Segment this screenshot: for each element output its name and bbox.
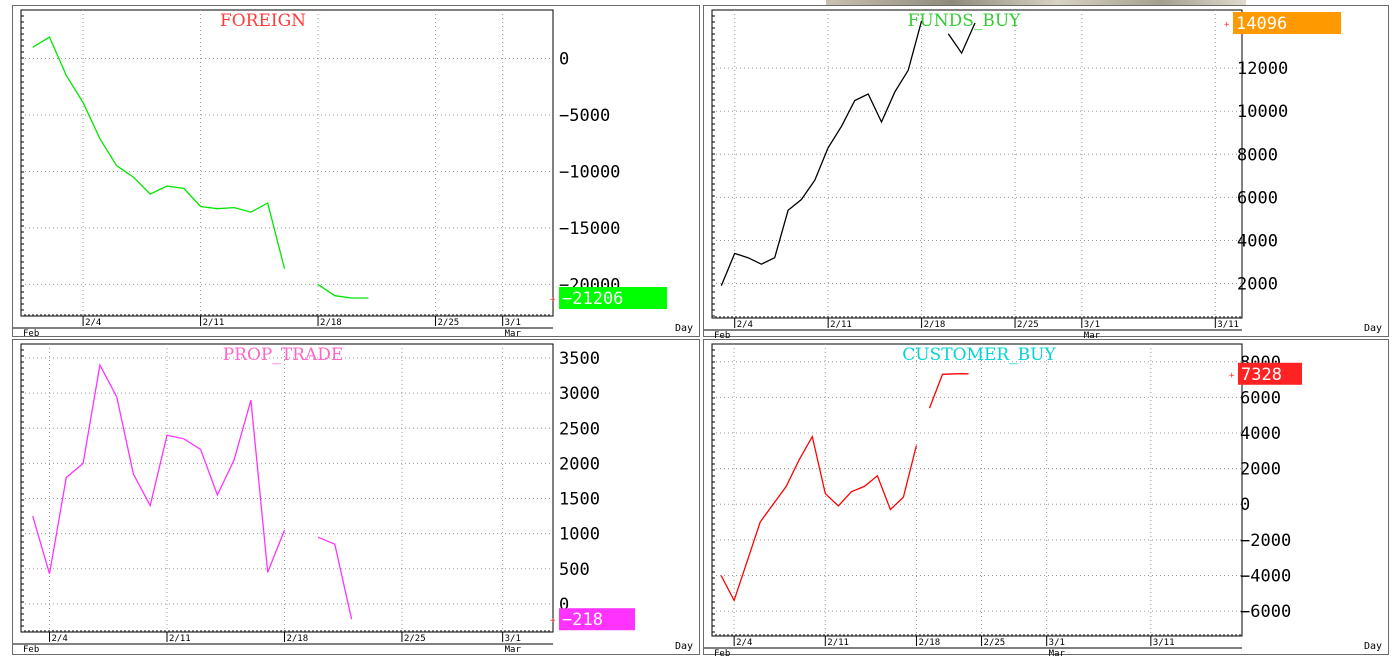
y-tick-label: 0 <box>559 50 569 70</box>
month-label: Feb <box>23 645 39 655</box>
x-tick-label: 3/1 <box>505 634 521 644</box>
y-tick-label: 2000 <box>1240 460 1281 480</box>
month-label: Feb <box>23 329 39 338</box>
y-tick-label: 8000 <box>1237 145 1278 165</box>
plot-frame <box>711 9 1243 319</box>
x-tick-label: 2/11 <box>830 320 852 330</box>
foreign-chart-panel: 2/4 2/11 2/18 2/25 3/1 Feb Mar 0 −5000 −10000 −150… <box>12 5 700 338</box>
last-value-marker: + <box>1224 20 1230 30</box>
last-value-text: −218 <box>562 610 603 630</box>
x-tick-label: 2/25 <box>1017 320 1039 330</box>
x-tick-label: 2/4 <box>737 320 753 330</box>
y-tick-label: 0 <box>559 595 569 615</box>
y-tick-label: −10000 <box>559 162 620 182</box>
y-tick-label: −15000 <box>559 219 620 239</box>
plot-frame <box>20 9 554 317</box>
last-value-badge <box>1238 362 1302 385</box>
prop-trade-chart: 2/4 2/11 2/18 2/25 3/1 Feb Mar 3500 3000 2500 2000… <box>13 343 693 655</box>
series-line <box>720 20 923 286</box>
prop-trade-chart-panel: 2/4 2/11 2/18 2/25 3/1 Feb Mar 3500 3000 2500 2000… <box>12 339 700 655</box>
x-tick-label: 2/25 <box>438 318 460 328</box>
series-line <box>33 37 318 284</box>
month-label: Feb <box>714 331 730 338</box>
y-tick-label: 4000 <box>1240 424 1281 444</box>
chart-title: FUNDS_BUY <box>908 11 1022 31</box>
last-value-text: −21206 <box>562 289 623 309</box>
chart-title: FOREIGN <box>220 11 306 31</box>
customer-buy-chart-panel: 2/42/112/182/253/13/11FebMar800060004000… <box>703 339 1389 656</box>
y-tick-label: 10000 <box>1237 102 1288 122</box>
x-tick-label: 2/18 <box>924 320 946 330</box>
series-line <box>947 22 976 55</box>
last-value-text: 14096 <box>1236 14 1287 34</box>
series-line <box>317 283 369 299</box>
y-tick-label: 1000 <box>559 525 600 545</box>
series-line <box>317 536 353 620</box>
x-tick-label: 3/11 <box>1153 638 1175 648</box>
x-tick-label: 2/4 <box>85 318 101 328</box>
last-value-badge <box>1233 12 1341 35</box>
foreign-chart: 2/4 2/11 2/18 2/25 3/1 Feb Mar 0 −5000 −10000 −150… <box>13 9 693 338</box>
x-tick-label: 2/4 <box>736 638 752 648</box>
plot-frame <box>20 343 554 633</box>
x-tick-label: 2/11 <box>827 638 849 648</box>
x-tick-label: 3/11 <box>1217 320 1239 330</box>
y-tick-label: 2500 <box>559 419 600 439</box>
month-label: Feb <box>714 649 730 656</box>
last-value-marker: + <box>550 295 556 305</box>
y-tick-label: 3000 <box>559 384 600 404</box>
y-tick-label: 6000 <box>1237 188 1278 208</box>
last-value-badge <box>559 608 635 631</box>
x-tick-label: 3/1 <box>505 318 521 328</box>
y-tick-label: 0 <box>1240 495 1250 515</box>
x-tick-label: 2/18 <box>918 638 940 648</box>
x-unit-label: Day <box>1364 641 1382 652</box>
plot-frame <box>711 343 1243 637</box>
series-line <box>720 434 918 603</box>
series-line <box>33 365 318 574</box>
y-tick-label: −4000 <box>1240 566 1291 586</box>
y-tick-label: 500 <box>559 560 590 580</box>
x-tick-label: 2/11 <box>169 634 191 644</box>
x-unit-label: Day <box>675 641 693 652</box>
funds-buy-chart: 2/4 2/11 2/18 2/25 3/1 3/11 Feb Mar 2000 4000 6000… <box>704 9 1382 338</box>
x-tick-label: 2/18 <box>320 318 342 328</box>
y-tick-label: 2000 <box>559 454 600 474</box>
month-label: Mar <box>1084 331 1101 338</box>
customer-buy-chart: 2/42/112/182/253/13/11FebMar800060004000… <box>704 343 1382 656</box>
last-value-badge <box>559 287 667 310</box>
y-tick-label: −6000 <box>1240 602 1291 622</box>
y-tick-label: 1500 <box>559 490 600 510</box>
x-unit-label: Day <box>675 323 693 334</box>
x-tick-label: 2/4 <box>52 634 68 644</box>
last-value-marker: + <box>550 616 556 626</box>
y-tick-label: 12000 <box>1237 59 1288 79</box>
month-label: Mar <box>1049 649 1066 656</box>
y-tick-label: 3500 <box>559 349 600 369</box>
funds-buy-chart-panel: 2/4 2/11 2/18 2/25 3/1 3/11 Feb Mar 2000 4000 6000… <box>703 5 1389 338</box>
chart-title: PROP_TRADE <box>223 345 344 365</box>
month-label: Mar <box>505 645 522 655</box>
chart-title: CUSTOMER_BUY <box>902 345 1056 365</box>
last-value-text: 7328 <box>1241 365 1282 385</box>
x-unit-label: Day <box>1364 323 1382 334</box>
x-tick-label: 2/25 <box>984 638 1006 648</box>
y-tick-label: 6000 <box>1240 388 1281 408</box>
x-tick-label: 2/25 <box>404 634 426 644</box>
series-line <box>928 373 969 409</box>
y-tick-label: 2000 <box>1237 275 1278 295</box>
x-tick-label: 3/1 <box>1049 638 1065 648</box>
y-tick-label: 4000 <box>1237 231 1278 251</box>
x-tick-label: 2/18 <box>286 634 308 644</box>
x-tick-label: 2/11 <box>203 318 225 328</box>
y-tick-label: −2000 <box>1240 531 1291 551</box>
last-value-marker: + <box>1229 371 1235 381</box>
y-tick-label: −5000 <box>559 106 610 126</box>
x-tick-label: 3/1 <box>1084 320 1100 330</box>
month-label: Mar <box>505 329 522 338</box>
background-photo-strip <box>826 0 1246 8</box>
